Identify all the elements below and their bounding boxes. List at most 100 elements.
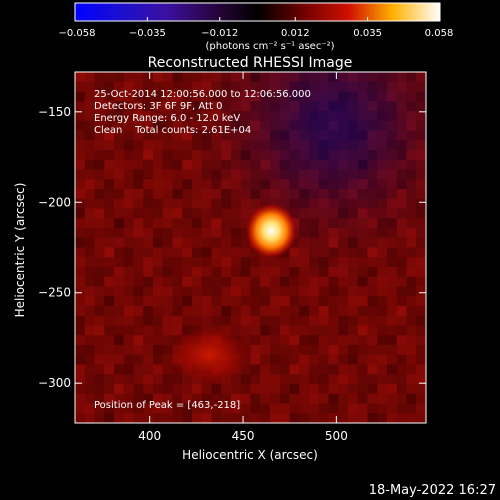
heatmap-cell	[357, 198, 368, 209]
heatmap-cell	[201, 237, 212, 248]
heatmap-cell	[357, 374, 368, 385]
heatmap-cell	[211, 306, 222, 317]
heatmap-cell	[231, 218, 242, 229]
heatmap-cell	[260, 120, 271, 131]
heatmap-cell	[406, 374, 417, 385]
heatmap-cell	[318, 247, 329, 258]
heatmap-cell	[221, 218, 232, 229]
heatmap-cell	[289, 198, 300, 209]
heatmap-cell	[123, 120, 134, 131]
heatmap-cell	[318, 296, 329, 307]
heatmap-cell	[143, 306, 154, 317]
heatmap-cell	[309, 237, 320, 248]
heatmap-cell	[240, 111, 251, 122]
heatmap-cell	[94, 384, 105, 395]
heatmap-cell	[75, 130, 86, 141]
heatmap-cell	[75, 325, 86, 336]
heatmap-cell	[201, 130, 212, 141]
heatmap-cell	[201, 218, 212, 229]
heatmap-cell	[104, 208, 115, 219]
heatmap-cell	[416, 169, 426, 180]
heatmap-cell	[182, 315, 193, 326]
heatmap-cell	[367, 393, 378, 404]
heatmap-cell	[338, 413, 349, 423]
heatmap-cell	[84, 413, 95, 423]
heatmap-cell	[309, 403, 320, 414]
heatmap-cell	[172, 267, 183, 278]
colorbar-tick-label: 0.058	[425, 28, 454, 39]
heatmap-cell	[357, 120, 368, 131]
heatmap-cell	[221, 208, 232, 219]
heatmap-cell	[182, 179, 193, 190]
heatmap-cell	[416, 384, 426, 395]
heatmap-cell	[143, 189, 154, 200]
heatmap-cell	[289, 384, 300, 395]
heatmap-cell	[201, 198, 212, 209]
heatmap-cell	[396, 384, 407, 395]
heatmap-cell	[318, 130, 329, 141]
heatmap-cell	[367, 384, 378, 395]
heatmap-cell	[406, 150, 417, 161]
heatmap-cell	[250, 130, 261, 141]
heatmap-cell	[416, 354, 426, 365]
heatmap-cell	[406, 403, 417, 414]
heatmap-cell	[289, 335, 300, 346]
heatmap-cell	[250, 189, 261, 200]
heatmap-cell	[162, 150, 173, 161]
heatmap-cell	[211, 276, 222, 287]
heatmap-cell	[133, 150, 144, 161]
heatmap-cell	[406, 325, 417, 336]
heatmap-cell	[221, 130, 232, 141]
heatmap-cell	[318, 218, 329, 229]
heatmap-cell	[299, 384, 310, 395]
heatmap-cell	[162, 169, 173, 180]
heatmap-cell	[123, 247, 134, 258]
heatmap-cell	[328, 403, 339, 414]
heatmap-cell	[104, 345, 115, 356]
heatmap-cell	[84, 403, 95, 414]
heatmap-cell	[416, 228, 426, 239]
heatmap-cell	[260, 257, 271, 268]
heatmap-cell	[387, 335, 398, 346]
heatmap-cell	[270, 384, 281, 395]
heatmap-cell	[387, 267, 398, 278]
heatmap-cell	[299, 237, 310, 248]
heatmap-cell	[377, 325, 388, 336]
heatmap-cell	[182, 120, 193, 131]
heatmap-cell	[143, 91, 154, 102]
heatmap-cell	[367, 315, 378, 326]
heatmap-cell	[231, 315, 242, 326]
heatmap-cell	[309, 345, 320, 356]
heatmap-cell	[114, 140, 125, 151]
heatmap-cell	[114, 393, 125, 404]
heatmap-cell	[123, 374, 134, 385]
heatmap-cell	[318, 354, 329, 365]
heatmap-cell	[221, 306, 232, 317]
heatmap-cell	[104, 315, 115, 326]
heatmap-cell	[133, 315, 144, 326]
heatmap-cell	[94, 345, 105, 356]
heatmap-cell	[348, 140, 359, 151]
heatmap-cell	[348, 315, 359, 326]
heatmap-cell	[114, 374, 125, 385]
heatmap-cell	[299, 393, 310, 404]
heatmap-cell	[84, 247, 95, 258]
heatmap-cell	[318, 364, 329, 375]
heatmap-cell	[299, 101, 310, 112]
heatmap-cell	[94, 228, 105, 239]
heatmap-cell	[377, 237, 388, 248]
heatmap-cell	[270, 81, 281, 92]
heatmap-cell	[75, 364, 86, 375]
heatmap-cell	[260, 276, 271, 287]
heatmap-cell	[289, 101, 300, 112]
heatmap-cell	[75, 150, 86, 161]
heatmap-cell	[299, 374, 310, 385]
heatmap-cell	[133, 393, 144, 404]
heatmap-cell	[387, 130, 398, 141]
heatmap-cell	[104, 72, 115, 83]
heatmap-cell	[192, 81, 203, 92]
heatmap-cell	[104, 189, 115, 200]
heatmap-cell	[143, 403, 154, 414]
peak-source	[245, 202, 298, 259]
